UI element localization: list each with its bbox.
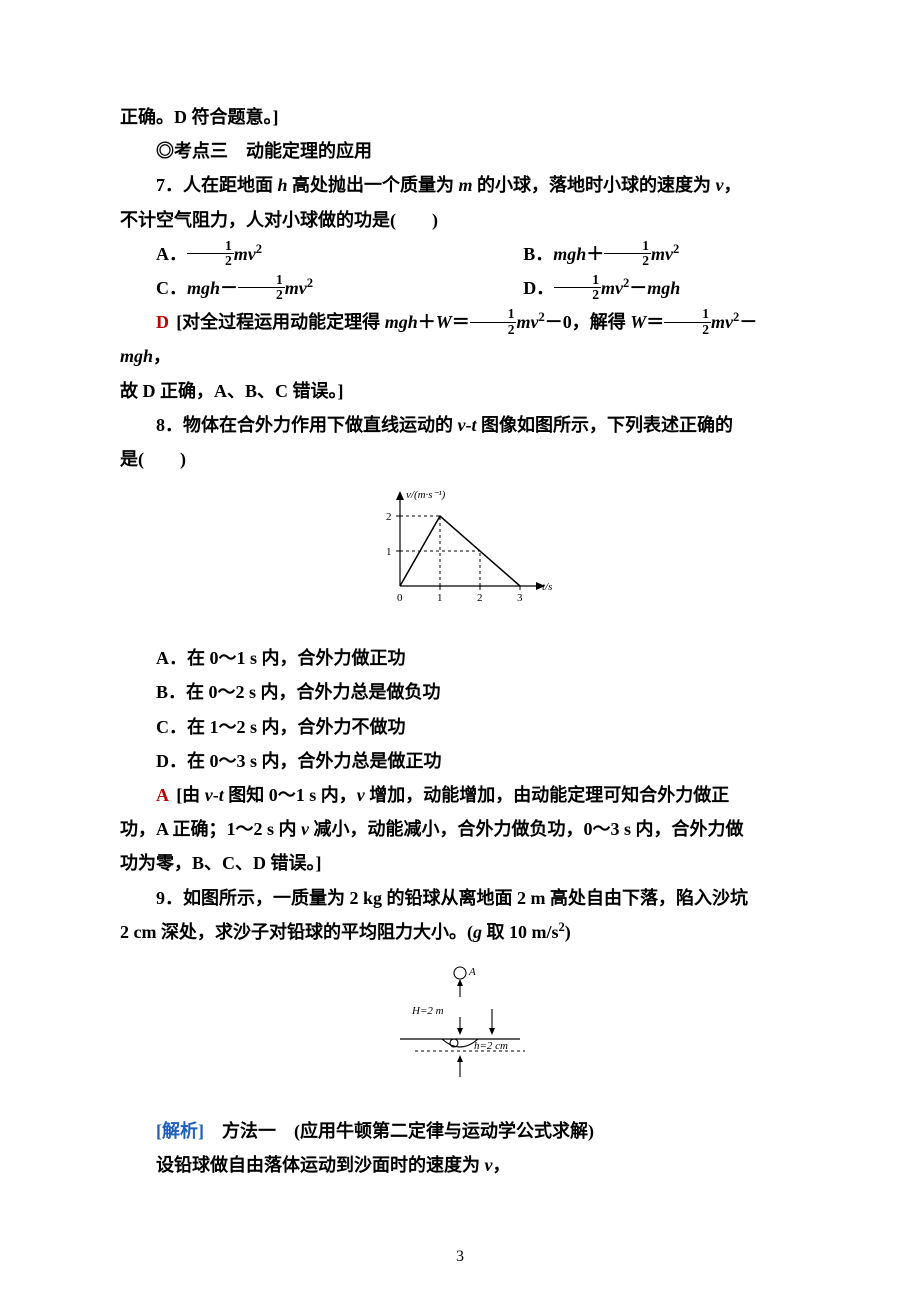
q8-solution: A [由 v-t 图知 0～1 s 内，v 增加，动能增加，由动能定理可知合外力做… xyxy=(120,778,800,812)
q8-choice-d: D．在 0～3 s 内，合外力总是做正功 xyxy=(120,744,800,778)
svg-text:h=2 cm: h=2 cm xyxy=(474,1040,508,1052)
q7-choice-b: B．mgh＋12mv2 xyxy=(487,237,800,271)
q8-stem-1: 8．物体在合外力作用下做直线运动的 v-t 图像如图所示，下列表述正确的 xyxy=(120,408,800,442)
svg-text:0: 0 xyxy=(397,592,403,604)
svg-text:3: 3 xyxy=(517,592,523,604)
q8-choice-b: B．在 0～2 s 内，合外力总是做负功 xyxy=(120,675,800,709)
q7-choice-d: D．12mv2－mgh xyxy=(487,271,800,305)
q9-stem-1: 9．如图所示，一质量为 2 kg 的铅球从离地面 2 m 高处自由下落，陷入沙坑 xyxy=(120,881,800,915)
q7-stem-2: 不计空气阻力，人对小球做的功是( ) xyxy=(120,203,800,237)
q9-sol-1: 方法一 (应用牛顿第二定律与运动学公式求解) xyxy=(222,1121,594,1141)
svg-text:2: 2 xyxy=(477,592,483,604)
svg-text:A: A xyxy=(468,966,476,978)
svg-text:v/(m·s⁻¹): v/(m·s⁻¹) xyxy=(406,489,446,501)
q8-choice-c: C．在 1～2 s 内，合外力不做功 xyxy=(120,710,800,744)
svg-text:H=2 m: H=2 m xyxy=(411,1005,444,1017)
q8-sol-1: [由 v-t 图知 0～1 s 内，v 增加，动能增加，由动能定理可知合外力做正 xyxy=(176,785,729,805)
svg-text:1: 1 xyxy=(386,546,392,558)
q9-stem-2: 2 cm 深处，求沙子对铅球的平均阻力大小。(g 取 10 m/s2) xyxy=(120,915,800,949)
q7-choice-c: C．mgh－12mv2 xyxy=(120,271,487,305)
svg-text:t/s: t/s xyxy=(542,581,552,593)
section-heading: ◎考点三 动能定理的应用 xyxy=(120,134,800,168)
q7-sol-1: [对全过程运用动能定理得 mgh＋W＝12mv2－0，解得 W＝12mv2－mg… xyxy=(120,312,757,366)
q8-choice-a: A．在 0～1 s 内，合外力做正功 xyxy=(120,641,800,675)
q7-answer-letter: D xyxy=(156,312,169,332)
q8-sol-2: 功，A 正确；1～2 s 内 v 减小，动能减小，合外力做负功，0～3 s 内，… xyxy=(120,812,800,846)
q9-diagram: A H=2 m h=2 cm xyxy=(120,959,800,1100)
q8-stem-2: 是( ) xyxy=(120,442,800,476)
svg-text:2: 2 xyxy=(386,511,392,523)
q7-choice-a: A．12mv2 xyxy=(120,237,487,271)
q9-solution: [解析] 方法一 (应用牛顿第二定律与运动学公式求解) xyxy=(120,1114,800,1148)
q9-solution-label: [解析] xyxy=(156,1121,204,1141)
svg-text:1: 1 xyxy=(437,592,443,604)
q8-chart: v/(m·s⁻¹) t/s 0 1 2 3 1 2 xyxy=(120,486,800,627)
q9-sol-2: 设铅球做自由落体运动到沙面时的速度为 v， xyxy=(120,1148,800,1182)
page-number: 3 xyxy=(0,1242,920,1272)
q8-answer-letter: A xyxy=(156,785,169,805)
q7-sol-2: 故 D 正确，A、B、C 错误。] xyxy=(120,374,800,408)
q7-solution: D[对全过程运用动能定理得 mgh＋W＝12mv2－0，解得 W＝12mv2－m… xyxy=(120,305,800,373)
q7-stem-1: 7．人在距地面 h 高处抛出一个质量为 m 的小球，落地时小球的速度为 v， xyxy=(120,168,800,202)
q8-sol-3: 功为零，B、C、D 错误。] xyxy=(120,846,800,880)
line-top: 正确。D 符合题意。] xyxy=(120,100,800,134)
